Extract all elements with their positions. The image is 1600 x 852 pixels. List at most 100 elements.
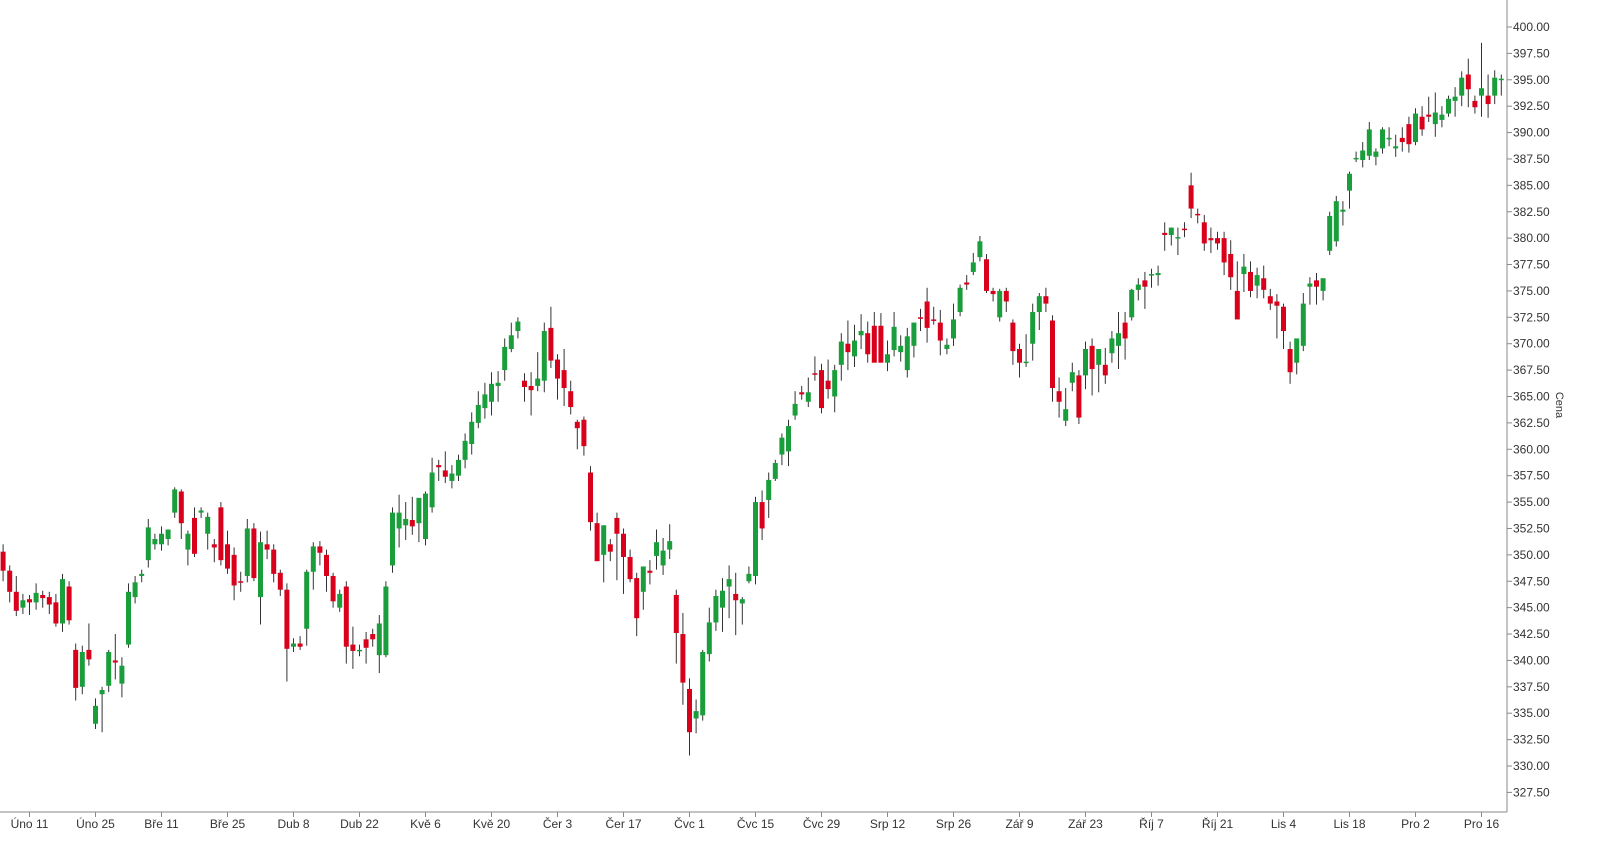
candle-body-up <box>489 383 494 402</box>
candle-body-up <box>1241 266 1247 275</box>
x-axis: Úno 11 Úno 25 Bře 11 Bře 25 Dub 8 Dub 22 Kvě 6… <box>11 812 1500 831</box>
candle-body-down <box>878 325 884 363</box>
candle-body-up <box>60 579 65 624</box>
candle-body-down <box>964 282 970 285</box>
candle-body-down <box>825 380 831 390</box>
y-tick-label: 385.00 <box>1513 178 1550 192</box>
candle-body-up <box>1327 215 1333 251</box>
y-tick-label: 395.00 <box>1513 73 1550 87</box>
candle-body-down <box>211 544 217 548</box>
candle-body-up <box>205 516 211 534</box>
candle-body-up <box>390 512 395 566</box>
candle-body-up <box>739 599 745 604</box>
x-tick-label: Čvc 1 <box>674 816 705 831</box>
candle-body-up <box>1360 150 1366 161</box>
candle-body-down <box>627 556 633 580</box>
x-tick-label: Říj 7 <box>1139 816 1164 831</box>
candle-body-up <box>911 322 917 346</box>
y-tick-label: 375.00 <box>1513 284 1550 298</box>
candle-body-up <box>1459 77 1465 96</box>
candle-body-down <box>1314 280 1319 287</box>
candle-body-up <box>337 593 343 608</box>
candle-body-down <box>1003 290 1009 302</box>
candle-body-up <box>753 502 758 576</box>
candle-body-down <box>588 472 593 523</box>
candle-body-down <box>594 523 600 562</box>
candle-body-up <box>310 546 316 572</box>
candle-body-down <box>812 373 818 375</box>
x-tick-label: Lis 4 <box>1271 817 1297 831</box>
y-tick-label: 355.00 <box>1513 495 1550 509</box>
x-tick-label: Zář 9 <box>1005 817 1033 831</box>
y-tick-label: 397.50 <box>1513 46 1550 60</box>
candle-body-down <box>225 544 230 569</box>
candle-body-up <box>700 651 706 716</box>
candle-body-up <box>1380 129 1385 149</box>
candle-body-down <box>1017 348 1022 363</box>
y-tick-label: 342.50 <box>1513 627 1550 641</box>
candle-body-down <box>555 359 560 379</box>
candle-body-up <box>1333 201 1339 242</box>
candle-body-up <box>1168 227 1174 235</box>
candle-body-down <box>733 593 739 601</box>
x-tick-label: Srp 12 <box>870 817 906 831</box>
candle-body-down <box>673 594 679 633</box>
candle-body-down <box>27 599 32 603</box>
candle-body-down <box>984 259 989 291</box>
candle-body-up <box>357 649 362 652</box>
candle-body-up <box>1116 333 1121 346</box>
candle-body-up <box>898 345 904 353</box>
candle-body-down <box>1234 290 1240 320</box>
y-tick-label: 372.50 <box>1513 310 1550 324</box>
x-tick-label: Kvě 6 <box>410 817 441 831</box>
candle-body-up <box>449 473 455 481</box>
y-tick-label: 337.50 <box>1513 680 1550 694</box>
candle-body-down <box>218 507 224 561</box>
candle-body-down <box>40 594 46 599</box>
candle-body-up <box>93 705 98 724</box>
candle-body-up <box>185 533 191 550</box>
candle-body-down <box>350 644 356 651</box>
candle-body-up <box>891 326 897 351</box>
candle-body-down <box>845 343 851 353</box>
candle-body-up <box>1135 284 1141 290</box>
candle-body-down <box>1281 306 1286 332</box>
candle-body-down <box>277 572 283 590</box>
candle-body-up <box>693 711 699 719</box>
candle-body-up <box>244 528 250 576</box>
candle-body-down <box>1201 222 1207 244</box>
candle-body-down <box>13 591 19 611</box>
candle-body-up <box>1175 237 1181 239</box>
x-tick-label: Pro 16 <box>1464 817 1500 831</box>
candle-body-down <box>634 578 640 619</box>
candle-body-up <box>416 497 422 524</box>
candle-body-up <box>1452 96 1458 101</box>
candle-body-up <box>997 290 1003 318</box>
candle-body-up <box>720 590 725 608</box>
y-tick-label: 382.50 <box>1513 205 1550 219</box>
candle-body-up <box>1386 137 1392 140</box>
candle-body-up <box>258 542 263 598</box>
candle-body-down <box>1274 301 1280 306</box>
y-tick-label: 332.50 <box>1513 733 1550 747</box>
candle-body-down <box>409 520 415 527</box>
y-tick-label: 330.00 <box>1513 759 1550 773</box>
candle-body-up <box>951 319 956 339</box>
candle-body-up <box>79 651 85 687</box>
candle-body-down <box>1426 114 1432 117</box>
candle-body-down <box>1399 137 1405 143</box>
candle-body-up <box>726 579 732 587</box>
candle-body-up <box>99 689 105 695</box>
candle-body-down <box>990 290 996 295</box>
candle-body-down <box>871 325 877 363</box>
candle-body-down <box>238 581 244 583</box>
candle-body-down <box>1248 271 1253 291</box>
candle-body-down <box>1122 322 1128 339</box>
candle-body-up <box>159 533 164 545</box>
candle-body-up <box>1498 78 1504 81</box>
candle-body-up <box>746 573 752 582</box>
y-tick-label: 370.00 <box>1513 337 1550 351</box>
candle-body-down <box>363 639 369 648</box>
